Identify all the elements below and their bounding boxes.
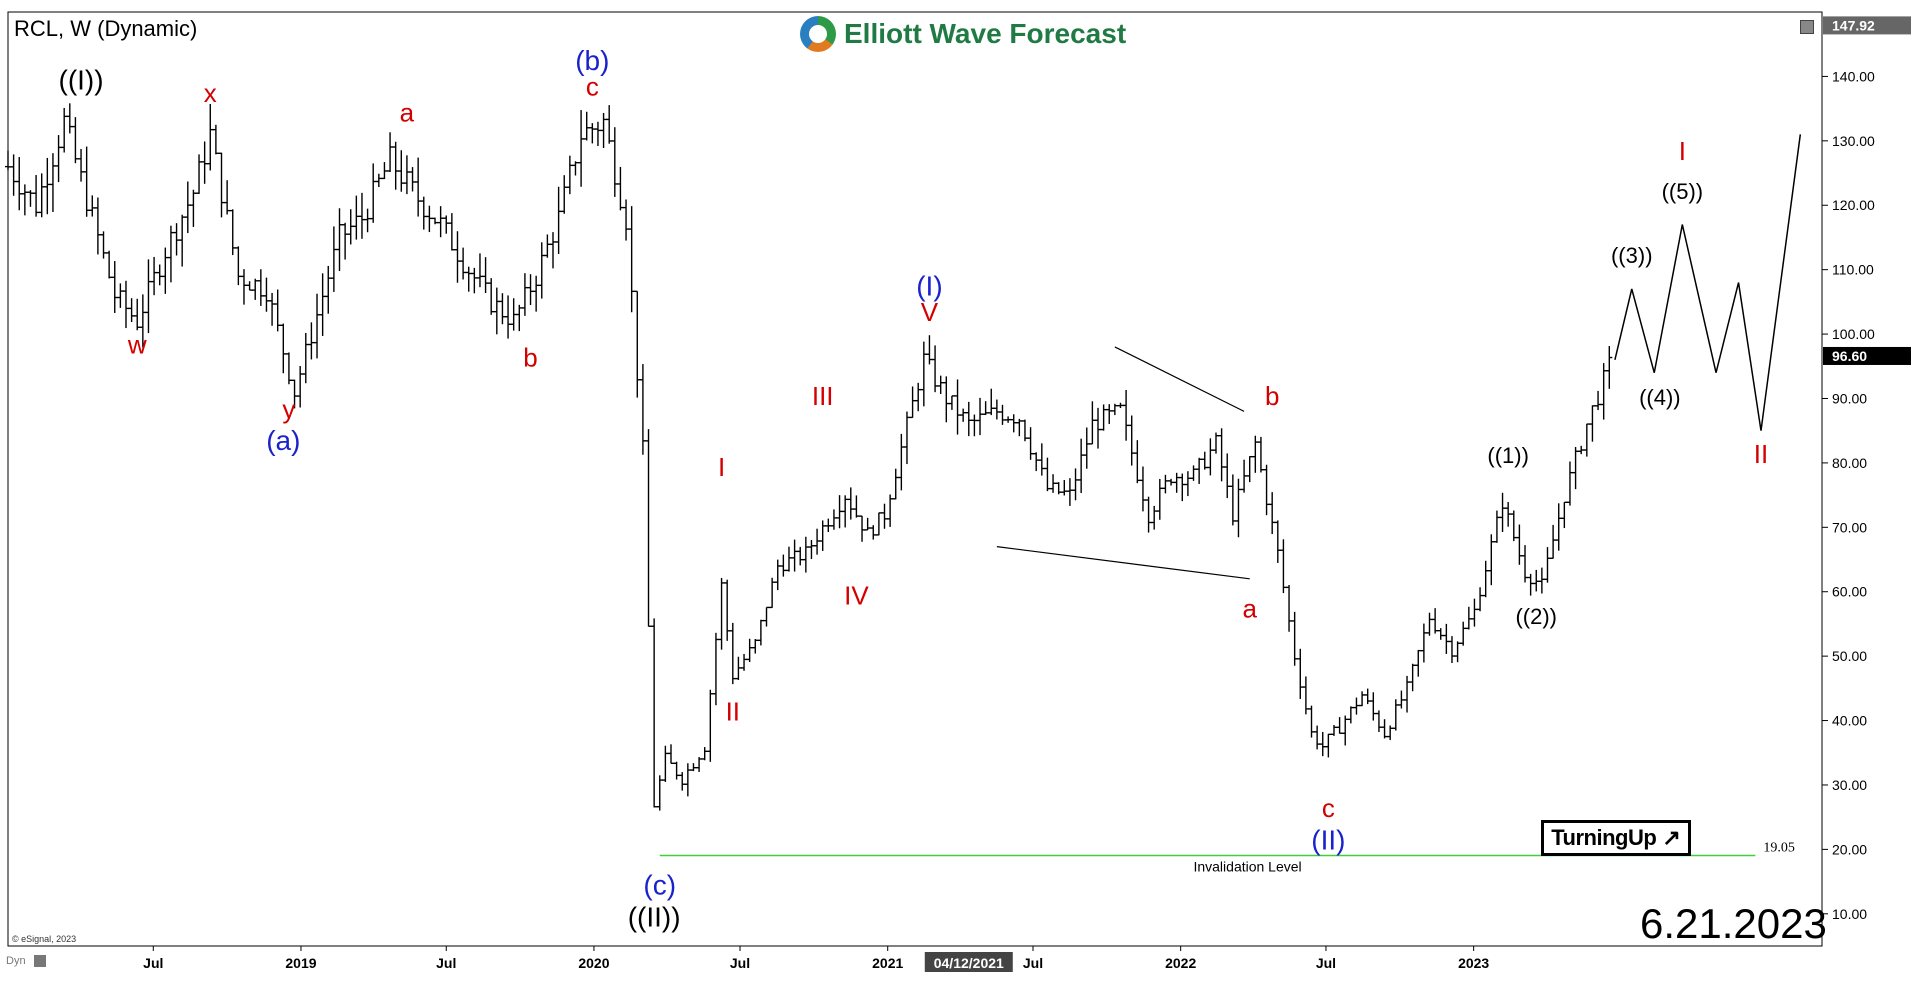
- time-axis-label: 2022: [1165, 955, 1196, 971]
- trendline: [1114, 346, 1245, 412]
- logo-icon: [800, 16, 836, 52]
- wave-label: a: [1242, 593, 1257, 623]
- dyn-label: Dyn: [6, 955, 26, 967]
- wave-label: ((5)): [1662, 179, 1704, 204]
- wave-label: II: [1754, 439, 1768, 469]
- wave-label: I: [1679, 136, 1686, 166]
- price-box-label: 147.92: [1832, 17, 1875, 33]
- wave-label: II: [726, 697, 740, 727]
- invalidation-label: Invalidation Level: [1193, 858, 1301, 874]
- wave-label: ((1)): [1487, 443, 1529, 468]
- window-restore-icon[interactable]: [1800, 20, 1814, 34]
- wave-label: ((2)): [1515, 604, 1557, 629]
- price-box-label: 96.60: [1832, 348, 1867, 364]
- wave-label: ((4)): [1639, 385, 1681, 410]
- brand-logo: Elliott Wave Forecast: [800, 12, 1126, 56]
- wave-label: IV: [844, 581, 869, 611]
- price-axis-label: 90.00: [1832, 390, 1867, 406]
- price-axis-label: 10.00: [1832, 906, 1867, 922]
- time-axis-label: 2019: [285, 955, 316, 971]
- wave-label: (b): [575, 45, 609, 76]
- wave-label: (II): [1311, 824, 1345, 855]
- time-axis-label: 2023: [1458, 955, 1489, 971]
- logo-text: Elliott Wave Forecast: [844, 18, 1127, 49]
- wave-label: y: [282, 394, 295, 424]
- wave-label: x: [204, 78, 217, 108]
- price-axis-label: 50.00: [1832, 648, 1867, 664]
- wave-label: ((II)): [628, 902, 681, 933]
- wave-label: w: [127, 329, 147, 359]
- date-stamp: 6.21.2023: [1640, 900, 1827, 947]
- turningup-text: TurningUp: [1551, 825, 1657, 850]
- plot-border: [7, 11, 1823, 947]
- wave-label: ((I)): [59, 64, 104, 95]
- price-axis-label: 30.00: [1832, 777, 1867, 793]
- price-axis-label: 40.00: [1832, 713, 1867, 729]
- wave-label: (c): [643, 869, 676, 900]
- wave-label: I: [718, 452, 725, 482]
- price-axis-label: 140.00: [1832, 68, 1875, 84]
- time-axis-label: Jul: [436, 955, 456, 971]
- wave-label: b: [1265, 381, 1279, 411]
- time-axis-label: Jul: [730, 955, 750, 971]
- price-box: [1823, 346, 1911, 365]
- price-axis-label: 100.00: [1832, 326, 1875, 342]
- price-axis-label: 110.00: [1832, 262, 1874, 278]
- time-axis-label: 2021: [872, 955, 903, 971]
- wave-label: (a): [266, 425, 300, 456]
- wave-label: c: [586, 72, 599, 102]
- price-axis-label: 130.00: [1832, 133, 1875, 149]
- wave-label: a: [400, 98, 415, 128]
- copyright-text: © eSignal, 2023: [12, 934, 77, 944]
- price-axis-label: 80.00: [1832, 455, 1867, 471]
- price-box: [1823, 16, 1911, 35]
- time-axis-label: 2020: [578, 955, 609, 971]
- wave-label: ((3)): [1611, 243, 1653, 268]
- price-axis-label: 20.00: [1832, 841, 1867, 857]
- price-axis-label: 60.00: [1832, 584, 1867, 600]
- ohlc-bars: [5, 103, 1613, 811]
- cursor-date-label: 04/12/2021: [934, 955, 1004, 971]
- symbol-title: RCL, W (Dynamic): [14, 16, 198, 41]
- cursor-date-box: [924, 952, 1013, 972]
- projection-path: [1614, 134, 1802, 431]
- dyn-toggle-icon[interactable]: [34, 955, 46, 967]
- time-axis-label: Jul: [1316, 955, 1336, 971]
- trendline: [996, 546, 1250, 580]
- price-axis-label: 70.00: [1832, 519, 1867, 535]
- up-arrow-icon: ↗: [1662, 825, 1681, 850]
- wave-label: b: [523, 342, 537, 372]
- invalidation-value: 19.05: [1763, 840, 1795, 855]
- wave-label: III: [812, 381, 834, 411]
- turningup-badge: TurningUp ↗: [1541, 820, 1691, 856]
- wave-label: V: [921, 297, 939, 327]
- time-axis-label: Jul: [143, 955, 163, 971]
- time-axis-label: Jul: [1023, 955, 1043, 971]
- wave-label: (I): [916, 270, 942, 301]
- wave-label: c: [1322, 793, 1335, 823]
- price-axis-label: 120.00: [1832, 197, 1875, 213]
